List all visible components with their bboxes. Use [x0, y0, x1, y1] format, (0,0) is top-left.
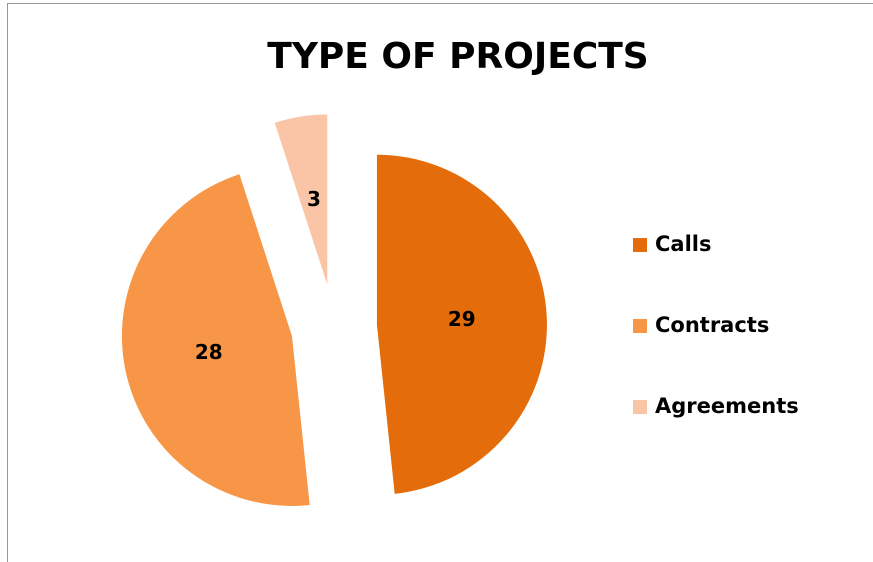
legend-swatch: [633, 319, 647, 333]
chart-title: TYPE OF PROJECTS: [267, 36, 648, 77]
legend-swatch: [633, 238, 647, 252]
pie-slice: [274, 114, 328, 285]
data-label: 28: [195, 340, 223, 364]
data-label: 3: [307, 187, 321, 211]
legend-label: Agreements: [655, 394, 799, 418]
data-label: 29: [448, 307, 476, 331]
legend-swatch: [633, 400, 647, 414]
legend-label: Calls: [655, 232, 711, 256]
legend-label: Contracts: [655, 313, 769, 337]
pie-slice: [121, 174, 310, 506]
pie-slice: [376, 154, 547, 494]
